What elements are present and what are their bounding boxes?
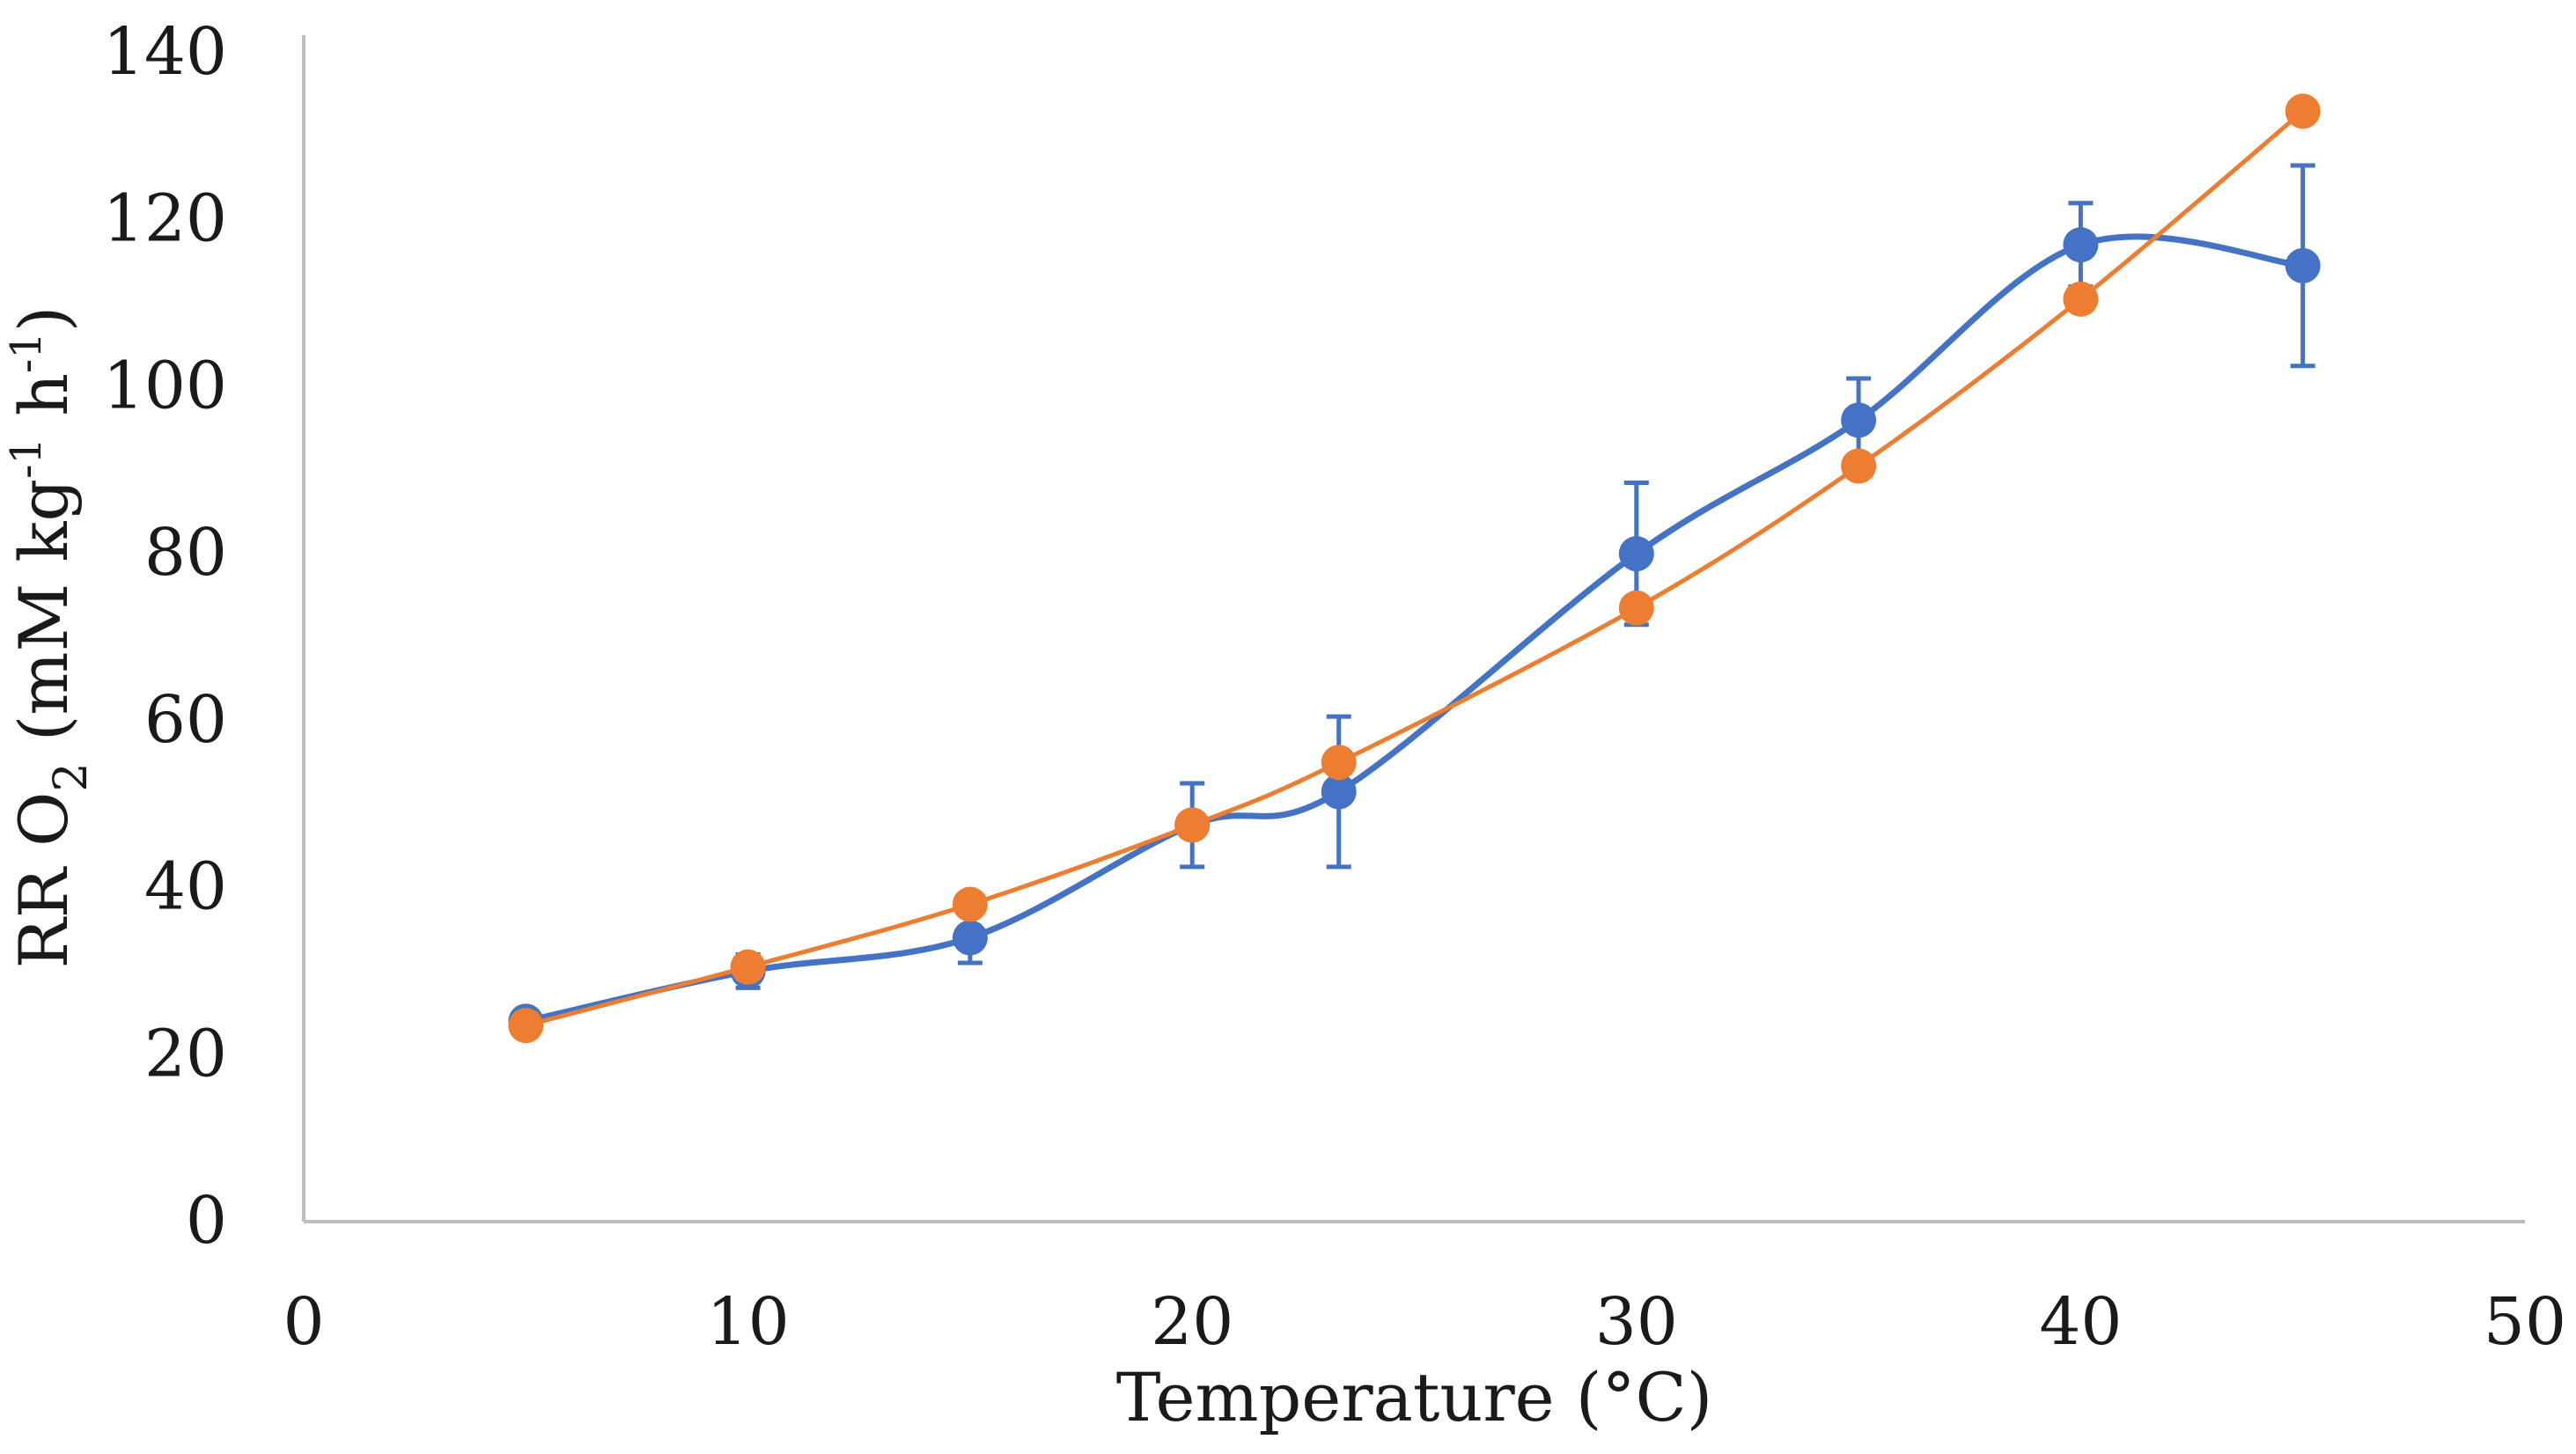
data-point (952, 886, 988, 922)
data-point (1321, 774, 1357, 810)
data-point (730, 949, 766, 985)
x-tick-label: 20 (1151, 1284, 1233, 1360)
series-model (508, 93, 2321, 1044)
y-tick-label: 80 (144, 515, 227, 591)
y-tick-label: 100 (103, 348, 227, 423)
data-point (2285, 247, 2321, 283)
y-axis-title-subscript: 2 (45, 762, 98, 791)
y-axis-title-prefix: RR O (4, 792, 83, 969)
y-axis-title-sup2: -1 (2, 332, 51, 373)
data-point (2285, 93, 2321, 129)
data-point (508, 1008, 544, 1044)
data-point (1618, 590, 1654, 626)
x-tick-label: 30 (1595, 1284, 1678, 1360)
y-axis-title: RR O2 (mM kg-1 h-1) (2, 306, 98, 969)
x-tick-label: 10 (707, 1284, 790, 1360)
series-measured (508, 163, 2321, 1039)
y-tick-label: 0 (186, 1183, 227, 1259)
data-point (2063, 227, 2099, 263)
y-tick-label: 140 (103, 14, 227, 90)
x-tick-label: 0 (283, 1284, 324, 1360)
x-tick-labels: 0 10 20 30 40 50 (283, 1284, 2566, 1360)
data-point (1841, 448, 1877, 484)
series-line-measured (522, 233, 2307, 1024)
y-tick-labels: 0 20 40 60 80 100 120 140 (103, 14, 227, 1259)
series-layer (508, 93, 2321, 1044)
y-axis-title-sup1: -1 (2, 437, 51, 479)
axes (302, 35, 2525, 1223)
data-point (1174, 807, 1211, 843)
data-point (1841, 402, 1877, 438)
y-tick-label: 20 (144, 1016, 227, 1091)
series-line-model (523, 108, 2306, 1028)
y-tick-label: 120 (103, 181, 227, 257)
x-tick-label: 40 (2039, 1284, 2122, 1360)
y-axis-title-unit-mid: h (4, 373, 83, 437)
data-point (1321, 745, 1357, 781)
data-point (2063, 281, 2099, 317)
x-axis-title: Temperature (°C) (1116, 1358, 1713, 1436)
y-tick-label: 60 (144, 682, 227, 758)
data-point (952, 920, 988, 956)
data-point (1618, 536, 1654, 572)
x-tick-label: 50 (2484, 1284, 2566, 1360)
y-tick-label: 40 (144, 849, 227, 925)
y-axis-title-unit-close: ) (4, 306, 83, 333)
y-axis-title-unit-open: (mM kg (4, 479, 83, 763)
